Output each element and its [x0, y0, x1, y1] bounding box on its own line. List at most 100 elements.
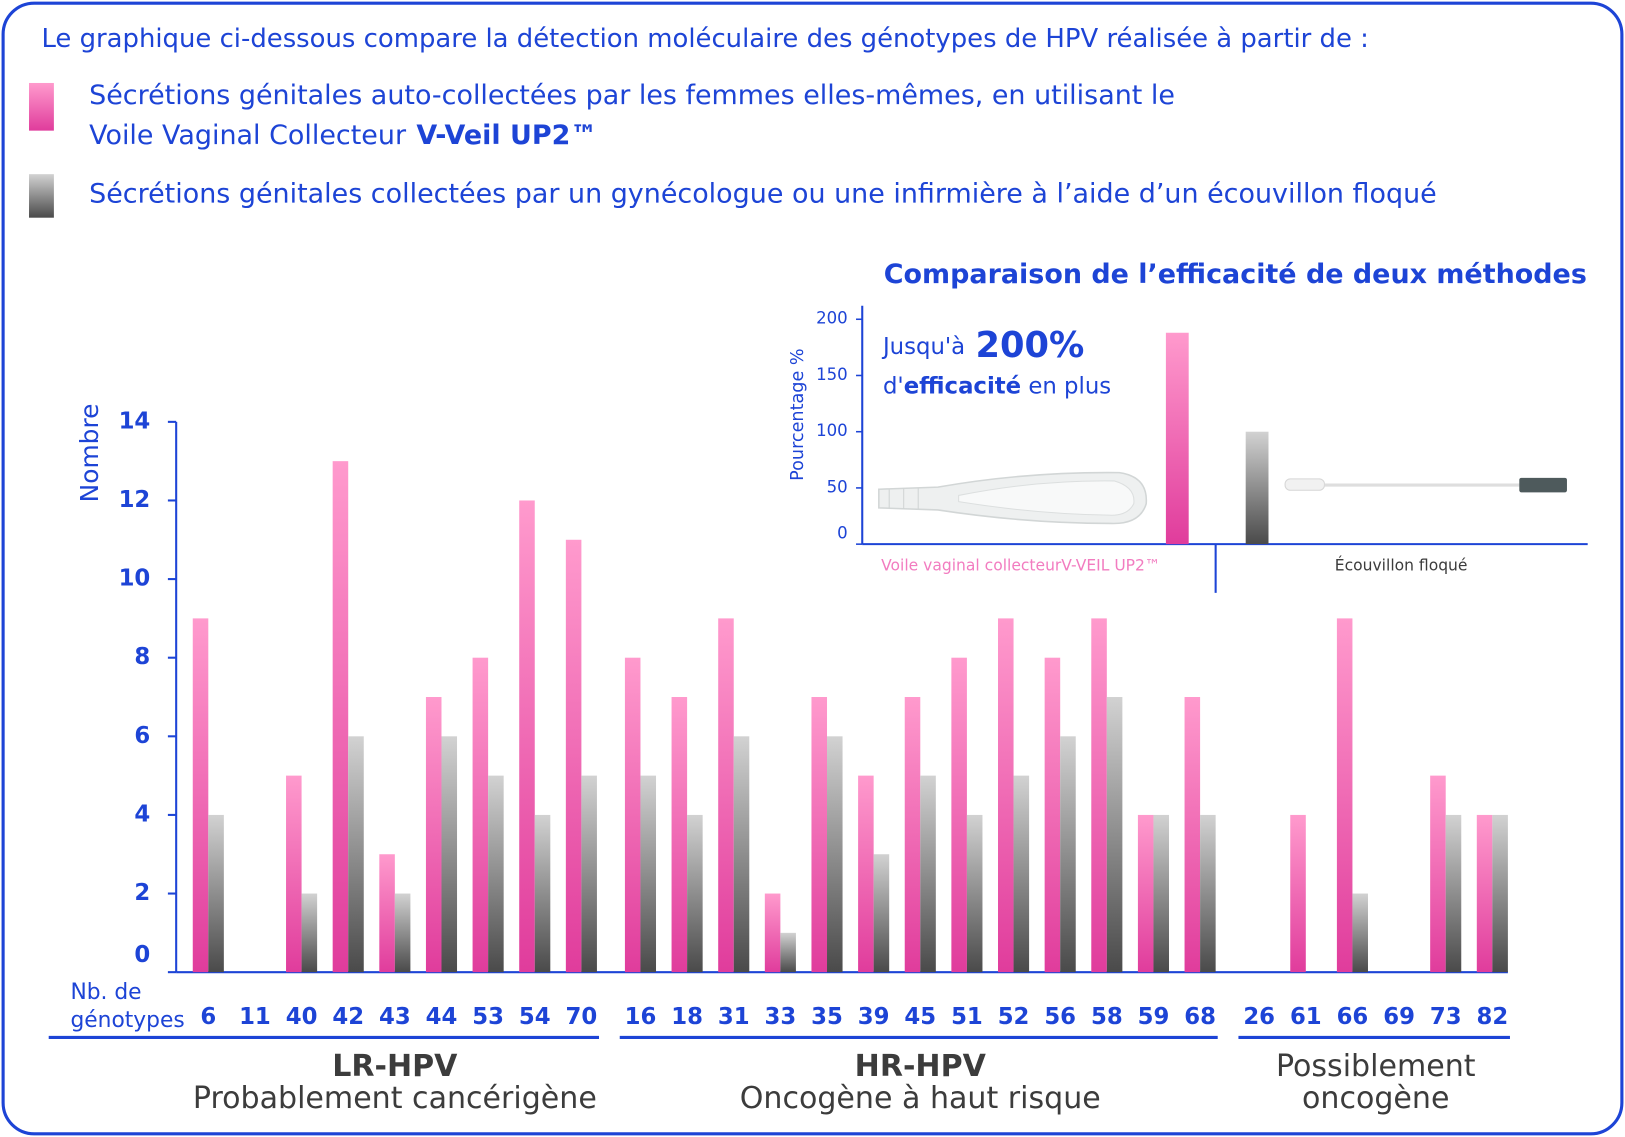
group-title: Possiblement: [1276, 1049, 1476, 1084]
bar: [1445, 814, 1462, 973]
bar: [425, 697, 442, 973]
x-tick-label: 82: [1476, 1004, 1508, 1030]
legend-label-bold: V-Veil UP2™: [416, 119, 597, 150]
x-tick-label: 69: [1383, 1004, 1415, 1030]
x-tick-label: 53: [472, 1004, 504, 1030]
bar: [286, 775, 302, 973]
bar: [687, 814, 703, 973]
y-tick-label: 0: [134, 942, 150, 968]
bar: [640, 775, 657, 973]
annotation-part: 200%: [975, 325, 1084, 366]
x-tick-label: 40: [286, 1004, 318, 1030]
y-tick-label: 10: [119, 566, 151, 592]
bar: [1013, 775, 1030, 973]
x-tick-label: 58: [1091, 1004, 1123, 1030]
bar: [301, 893, 318, 973]
bar: [1352, 893, 1368, 973]
bar: [1153, 814, 1170, 973]
bar: [966, 814, 983, 973]
x-tick-label: 66: [1337, 1004, 1369, 1030]
bar: [1476, 814, 1493, 973]
legend-swatch: [29, 174, 54, 218]
bar: [472, 657, 489, 973]
legend-label: Sécrétions génitales auto-collectées par…: [89, 80, 1175, 111]
bar: [951, 657, 967, 973]
x-tick-label: 42: [332, 1004, 364, 1030]
group-subtitle: Oncogène à haut risque: [740, 1081, 1101, 1116]
y-tick-label: 2: [134, 880, 150, 906]
intro: Le graphique ci-dessous compare la détec…: [41, 24, 1368, 54]
bar: [920, 775, 936, 973]
annotation: d'efficacité en plus: [883, 373, 1111, 399]
bar: [1184, 697, 1201, 973]
bar: [1492, 814, 1508, 973]
inset-y-tick-label: 200: [816, 309, 848, 328]
inset-bar: [1165, 332, 1189, 545]
y-tick-label: 14: [119, 408, 151, 434]
legend-swatch: [29, 82, 54, 131]
bar: [1044, 657, 1061, 973]
x-tick-label: 26: [1243, 1004, 1275, 1030]
x-tick-label: 31: [718, 1004, 750, 1030]
bar: [1091, 618, 1107, 973]
annotation: Jusqu'à 200%: [881, 325, 1084, 366]
bar: [671, 697, 688, 973]
x-tick-label: 18: [671, 1004, 703, 1030]
y-tick-label: 12: [119, 487, 151, 513]
bar: [534, 814, 551, 973]
bar: [827, 736, 843, 973]
group-subtitle: oncogène: [1302, 1081, 1449, 1116]
legend-label: Sécrétions génitales collectées par un g…: [89, 178, 1437, 209]
legend-label: Voile Vaginal Collecteur V-Veil UP2™: [89, 119, 597, 150]
bar: [764, 893, 781, 973]
x-tick-label: 16: [625, 1004, 657, 1030]
bar: [192, 618, 209, 973]
inset-y-tick-label: 0: [837, 523, 848, 542]
bar: [624, 657, 641, 973]
inset-y-tick-label: 150: [816, 365, 848, 384]
swab-illustration: [1284, 477, 1567, 493]
annotation-part: Jusqu'à: [881, 334, 965, 360]
inset-category-label: Voile vaginal collecteurV-VEIL UP2™: [881, 556, 1160, 574]
x-tick-label: 73: [1430, 1004, 1462, 1030]
x-tick-label: 54: [519, 1004, 551, 1030]
bar: [208, 814, 224, 973]
x-tick-label: 45: [904, 1004, 936, 1030]
inset-category-label: Écouvillon floqué: [1335, 555, 1468, 574]
bar: [565, 539, 582, 973]
annotation-part: en plus: [1028, 373, 1111, 399]
inset-y-tick-label: 100: [816, 421, 848, 440]
x-axis-label: génotypes: [70, 1008, 184, 1033]
x-tick-label: 56: [1044, 1004, 1076, 1030]
bar: [780, 932, 796, 973]
bar: [348, 736, 364, 973]
y-tick-label: 8: [134, 644, 150, 670]
inset-title: Comparaison de l’efficacité de deux méth…: [884, 259, 1587, 290]
annotation-part: efficacité: [904, 373, 1021, 399]
bar: [581, 775, 597, 973]
bar: [394, 893, 411, 973]
x-axis-label: Nb. de: [70, 980, 141, 1005]
bar: [858, 775, 874, 973]
x-tick-label: 59: [1138, 1004, 1170, 1030]
bar: [488, 775, 504, 973]
group-title: LR-HPV: [332, 1049, 458, 1084]
x-tick-label: 44: [426, 1004, 458, 1030]
bar: [1060, 736, 1076, 973]
x-tick-label: 6: [200, 1004, 216, 1030]
x-tick-label: 43: [379, 1004, 411, 1030]
y-tick-label: 4: [134, 801, 150, 827]
bar: [332, 461, 349, 973]
legend-label-part: Voile Vaginal Collecteur: [89, 119, 407, 150]
y-axis-label: Nombre: [75, 404, 104, 503]
x-tick-label: 52: [998, 1004, 1030, 1030]
bar: [811, 697, 828, 973]
x-tick-label: 35: [811, 1004, 843, 1030]
bar: [998, 618, 1014, 973]
bar: [718, 618, 734, 973]
inset-y-tick-label: 50: [827, 477, 848, 496]
bar: [904, 697, 921, 973]
group-subtitle: Probablement cancérigène: [193, 1081, 597, 1116]
